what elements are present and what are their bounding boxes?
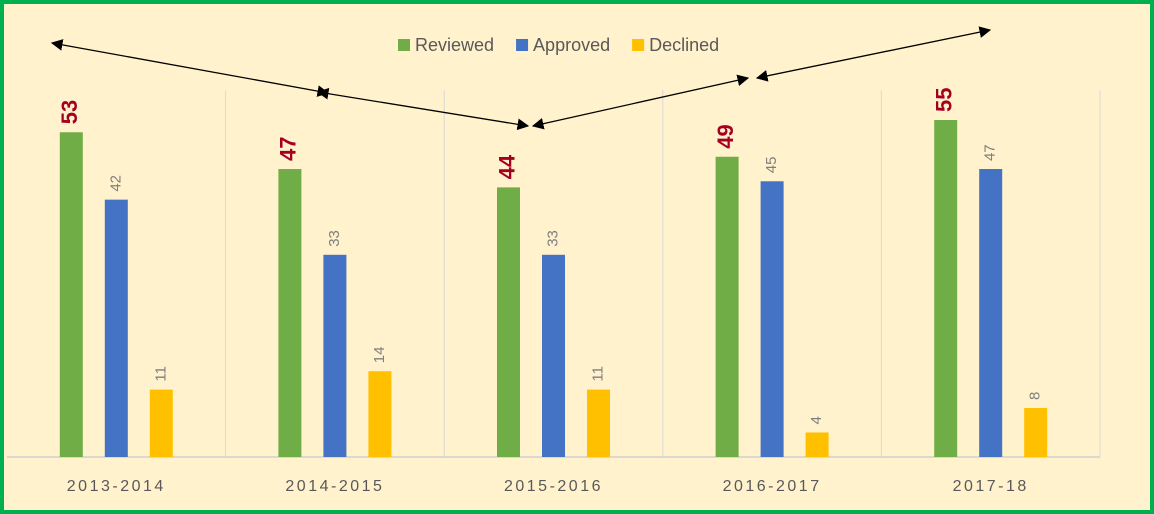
bar [278,169,302,457]
bar [715,156,739,457]
x-tick-label: 2016-2017 [723,478,822,495]
bar [587,389,610,457]
legend-swatch [516,39,529,51]
bar [1024,407,1048,457]
arrow [755,26,992,82]
data-label: 53 [57,100,82,124]
bar [934,120,958,457]
data-label: 55 [932,88,957,112]
data-label: 11 [152,366,169,382]
bar [760,181,784,458]
data-label: 45 [763,157,780,174]
x-tick-label: 2014-2015 [285,478,384,495]
x-tick-label: 2013-2014 [67,478,166,495]
arrow [50,39,330,97]
data-label: 49 [713,124,738,148]
bar [979,169,1003,457]
legend-swatch [398,39,410,51]
arrow [531,74,750,130]
bar [104,199,128,457]
data-label: 11 [589,366,606,382]
bar [497,187,520,457]
legend-swatch [632,39,645,51]
data-label: 44 [494,154,519,179]
annotation-arrows [50,26,992,131]
x-tick-label: 2017-18 [953,478,1029,495]
legend-label: Approved [533,35,610,55]
data-label: 47 [276,137,301,161]
data-label: 47 [982,144,999,161]
bar [805,432,829,457]
bar [368,371,392,457]
data-label: 33 [326,230,343,247]
bar [323,254,347,457]
legend-label: Reviewed [415,35,494,55]
bar [149,389,173,457]
data-label: 42 [107,175,124,192]
data-label: 8 [1027,392,1044,400]
legend-label: Declined [649,35,719,55]
x-tick-label: 2015-2016 [504,478,603,495]
data-label: 33 [544,230,561,247]
data-label: 14 [371,347,388,364]
bar [59,132,83,457]
arrow [316,87,530,131]
bar [542,254,565,457]
data-label: 4 [808,416,825,424]
